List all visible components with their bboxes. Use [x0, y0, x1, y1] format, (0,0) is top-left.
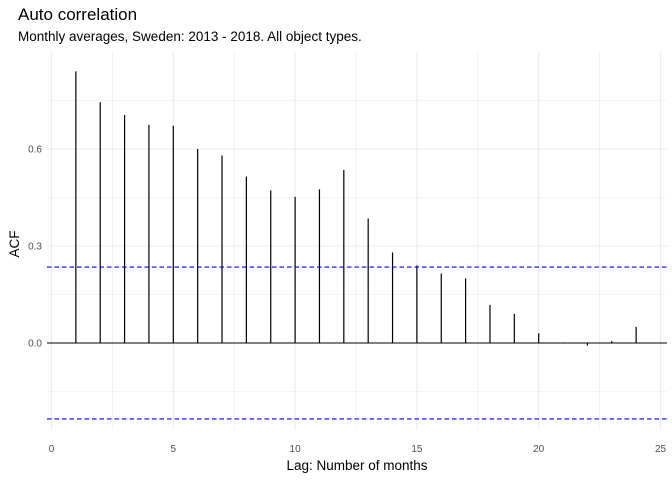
confidence-bounds — [47, 266, 667, 420]
y-tick-label: 0.3 — [28, 242, 42, 253]
x-tick-label: 20 — [533, 444, 545, 455]
major-gridlines — [47, 52, 667, 430]
chart-subtitle: Monthly averages, Sweden: 2013 - 2018. A… — [18, 29, 362, 44]
x-tick-label: 15 — [411, 444, 423, 455]
y-tick-label: 0.6 — [28, 145, 42, 156]
x-tick-labels: 0 5 10 15 20 25 — [49, 444, 667, 455]
x-tick-label: 25 — [655, 444, 667, 455]
x-tick-label: 5 — [171, 444, 177, 455]
x-axis-label: Lag: Number of months — [286, 458, 427, 473]
y-tick-labels: 0.0 0.3 0.6 — [28, 145, 42, 350]
x-tick-label: 0 — [49, 444, 55, 455]
acf-bars — [75, 71, 637, 346]
x-tick-label: 10 — [290, 444, 302, 455]
minor-gridlines — [47, 52, 667, 430]
chart-title: Auto correlation — [18, 5, 138, 24]
y-axis-label: ACF — [7, 231, 22, 258]
y-tick-label: 0.0 — [28, 339, 42, 350]
